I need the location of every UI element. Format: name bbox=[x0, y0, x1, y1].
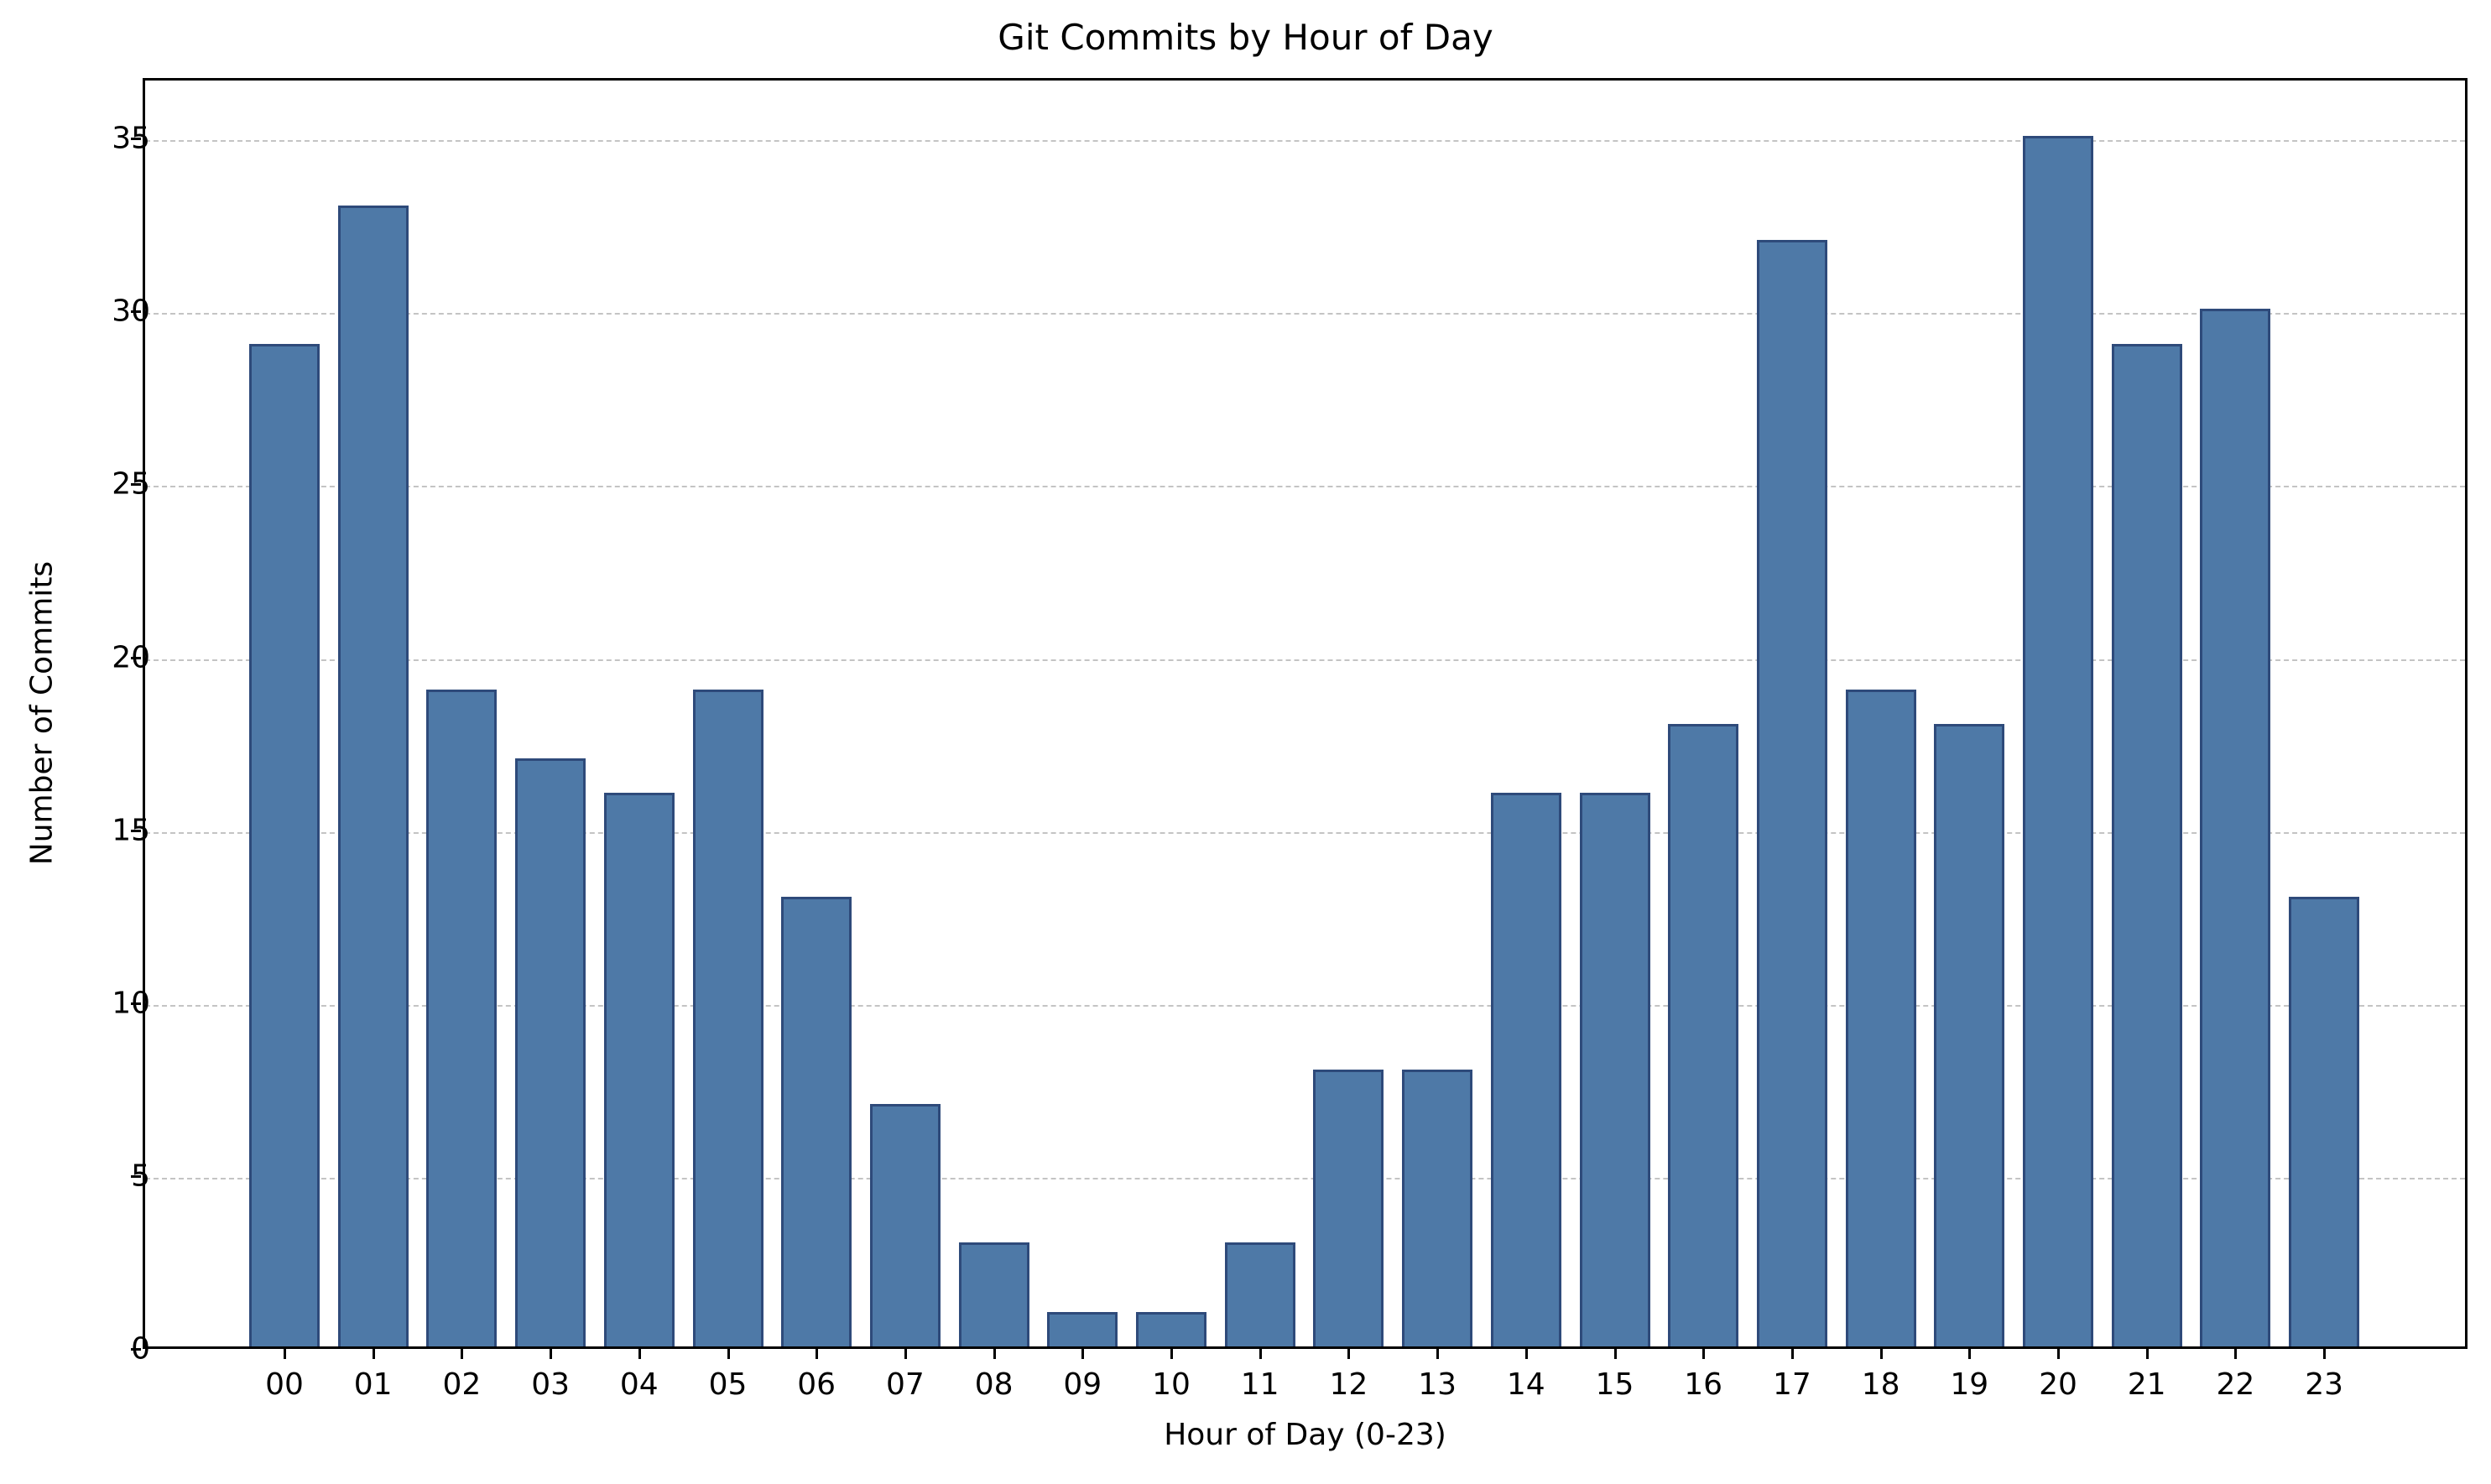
bar-hour-11 bbox=[1224, 1242, 1295, 1346]
gridline bbox=[145, 1004, 2465, 1007]
x-tick bbox=[638, 1349, 641, 1359]
bar-hour-14 bbox=[1490, 793, 1561, 1346]
y-tick bbox=[131, 483, 141, 487]
gridline bbox=[145, 140, 2465, 143]
bar-hour-05 bbox=[692, 689, 763, 1346]
y-tick-label: 15 bbox=[112, 813, 150, 848]
gridline bbox=[145, 1177, 2465, 1179]
x-tick-label: 00 bbox=[265, 1367, 304, 1402]
x-tick bbox=[284, 1349, 286, 1359]
y-tick bbox=[131, 656, 141, 659]
bar-hour-01 bbox=[337, 205, 409, 1346]
chart-title: Git Commits by Hour of Day bbox=[998, 17, 1493, 58]
x-tick-label: 07 bbox=[885, 1367, 925, 1402]
y-tick bbox=[131, 310, 141, 314]
x-tick bbox=[2057, 1349, 2060, 1359]
x-axis-label: Hour of Day (0-23) bbox=[1164, 1418, 1446, 1452]
x-tick-label: 18 bbox=[1861, 1367, 1900, 1402]
y-tick bbox=[131, 138, 141, 141]
bar-hour-07 bbox=[869, 1104, 941, 1346]
x-tick bbox=[1879, 1349, 1883, 1359]
x-tick bbox=[1524, 1349, 1528, 1359]
x-tick bbox=[372, 1349, 375, 1359]
bar-hour-19 bbox=[1934, 723, 2005, 1346]
bar-hour-15 bbox=[1579, 793, 1650, 1346]
bar-hour-16 bbox=[1668, 723, 1739, 1346]
x-tick bbox=[1702, 1349, 1706, 1359]
y-tick-label: 35 bbox=[112, 121, 150, 156]
x-tick bbox=[993, 1349, 996, 1359]
x-tick-label: 14 bbox=[1506, 1367, 1545, 1402]
bar-hour-22 bbox=[2200, 309, 2271, 1346]
x-tick bbox=[461, 1349, 464, 1359]
gridline bbox=[145, 831, 2465, 834]
gridline bbox=[145, 659, 2465, 661]
x-tick-label: 20 bbox=[2039, 1367, 2077, 1402]
y-tick-label: 10 bbox=[112, 986, 150, 1021]
x-tick bbox=[1436, 1349, 1440, 1359]
bar-hour-21 bbox=[2111, 343, 2182, 1346]
bar-hour-13 bbox=[1402, 1070, 1473, 1346]
bar-hour-18 bbox=[1845, 689, 1916, 1346]
gridline bbox=[145, 486, 2465, 488]
x-tick bbox=[1347, 1349, 1351, 1359]
x-tick-label: 05 bbox=[708, 1367, 748, 1402]
x-tick-label: 09 bbox=[1063, 1367, 1102, 1402]
bar-hour-06 bbox=[781, 897, 852, 1346]
y-tick bbox=[131, 1002, 141, 1005]
bar-hour-10 bbox=[1136, 1311, 1206, 1346]
bar-hour-00 bbox=[249, 343, 320, 1346]
bar-hour-12 bbox=[1313, 1070, 1384, 1346]
y-tick-label: 20 bbox=[112, 640, 150, 674]
bar-hour-04 bbox=[603, 793, 675, 1346]
x-tick-label: 12 bbox=[1329, 1367, 1368, 1402]
x-tick bbox=[2234, 1349, 2238, 1359]
x-tick-label: 01 bbox=[353, 1367, 393, 1402]
x-tick bbox=[2145, 1349, 2149, 1359]
x-tick-label: 16 bbox=[1684, 1367, 1723, 1402]
x-tick bbox=[1170, 1349, 1173, 1359]
x-tick-label: 13 bbox=[1418, 1367, 1457, 1402]
y-tick-label: 0 bbox=[131, 1331, 150, 1367]
bar-hour-09 bbox=[1047, 1311, 1118, 1346]
y-tick-label: 5 bbox=[131, 1159, 150, 1194]
x-tick-label: 03 bbox=[531, 1367, 570, 1402]
plot-area bbox=[143, 78, 2468, 1349]
x-tick-label: 23 bbox=[2305, 1367, 2343, 1402]
y-tick bbox=[131, 1348, 141, 1351]
x-tick-label: 02 bbox=[442, 1367, 482, 1402]
x-tick bbox=[1968, 1349, 1972, 1359]
x-tick bbox=[1081, 1349, 1085, 1359]
x-tick bbox=[1259, 1349, 1262, 1359]
y-tick-label: 30 bbox=[112, 294, 150, 329]
bar-hour-02 bbox=[426, 689, 498, 1346]
bar-hour-20 bbox=[2023, 136, 2093, 1346]
bar-hour-08 bbox=[958, 1242, 1029, 1346]
x-tick-label: 06 bbox=[797, 1367, 836, 1402]
bar-hour-17 bbox=[1756, 239, 1827, 1346]
x-tick-label: 08 bbox=[974, 1367, 1014, 1402]
x-tick bbox=[727, 1349, 730, 1359]
y-tick-label: 25 bbox=[112, 466, 150, 502]
x-tick bbox=[2323, 1349, 2327, 1359]
x-tick bbox=[816, 1349, 819, 1359]
bar-hour-23 bbox=[2289, 897, 2360, 1346]
x-tick bbox=[550, 1349, 553, 1359]
x-tick-label: 19 bbox=[1950, 1367, 1989, 1402]
x-tick bbox=[1790, 1349, 1794, 1359]
x-tick-label: 15 bbox=[1595, 1367, 1634, 1402]
x-tick bbox=[904, 1349, 907, 1359]
x-tick-label: 11 bbox=[1240, 1367, 1279, 1402]
y-axis-label: Number of Commits bbox=[24, 560, 60, 866]
x-tick bbox=[1613, 1349, 1617, 1359]
bar-hour-03 bbox=[515, 758, 586, 1346]
x-tick-label: 21 bbox=[2127, 1367, 2166, 1402]
gridline bbox=[145, 313, 2465, 315]
x-tick-label: 17 bbox=[1772, 1367, 1811, 1402]
x-tick-label: 22 bbox=[2216, 1367, 2255, 1402]
y-tick bbox=[131, 829, 141, 832]
x-tick-label: 04 bbox=[619, 1367, 659, 1402]
x-tick-label: 10 bbox=[1152, 1367, 1191, 1402]
y-tick bbox=[131, 1174, 141, 1178]
